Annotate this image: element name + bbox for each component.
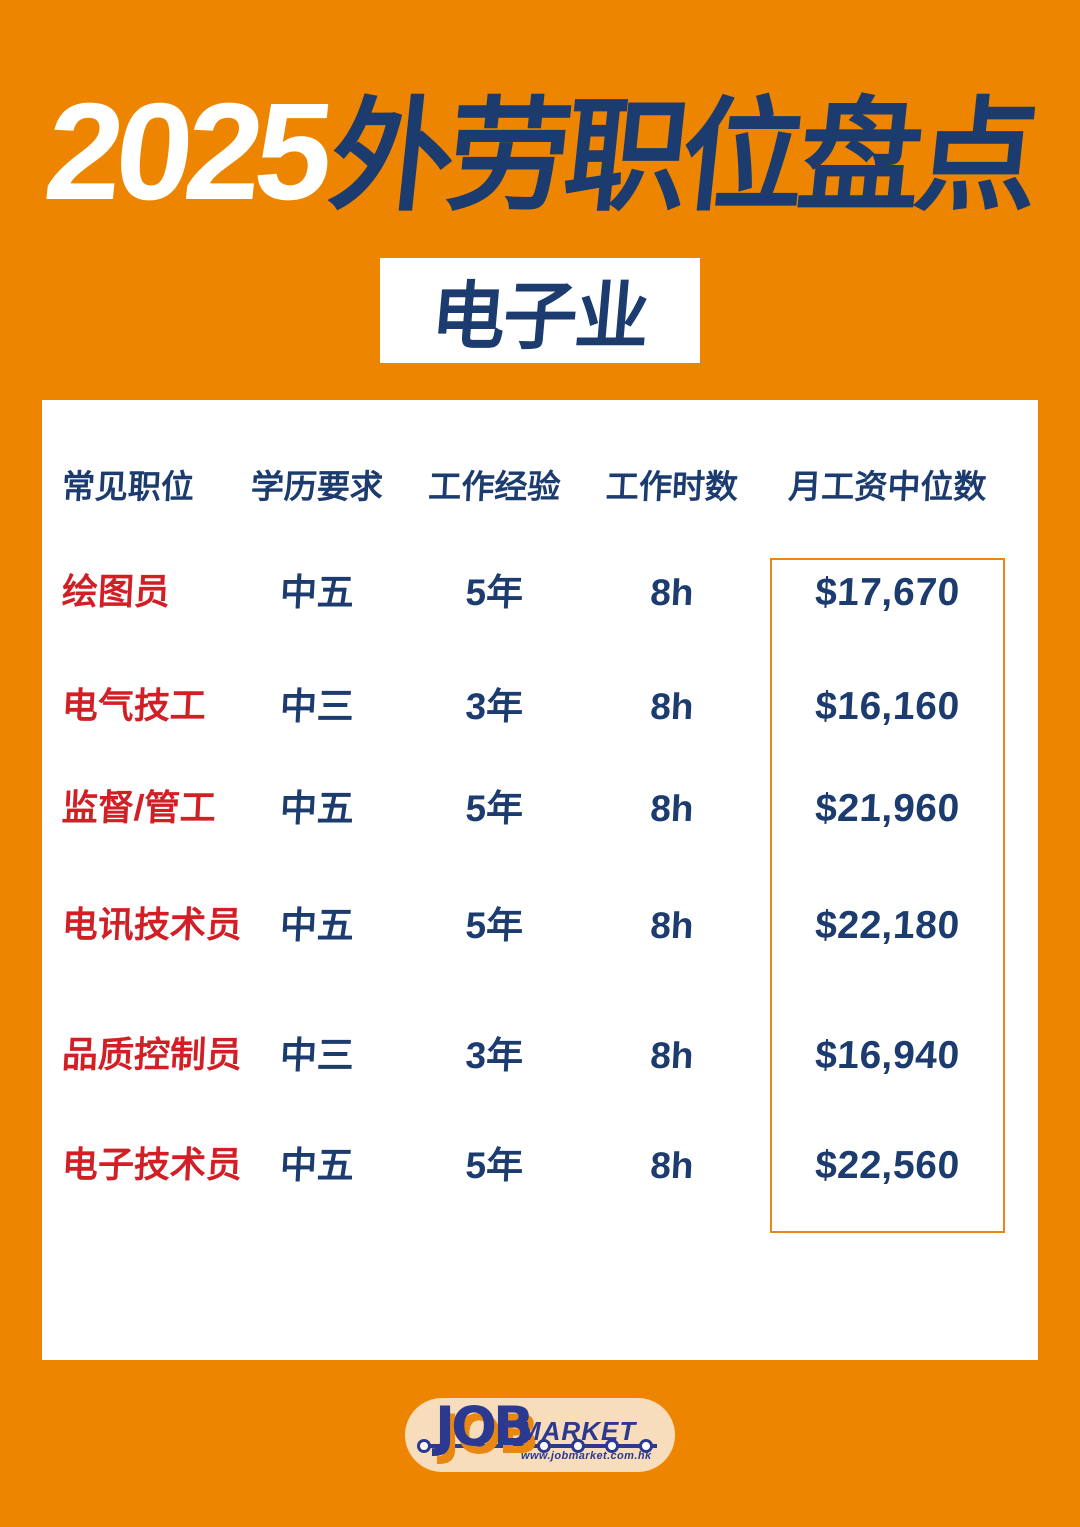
jobmarket-logo: JOB JOB MARKET www.jobmarket.com.hk (405, 1398, 675, 1472)
cell-position: 电讯技术员 (60, 904, 244, 945)
salary-column-outline (770, 558, 1005, 1233)
cell-salary: $21,960 (814, 786, 961, 830)
cell-salary: $22,180 (814, 903, 961, 947)
cell-position: 品质控制员 (60, 1034, 244, 1075)
table-row: 电气技工 中三 3年 8h $16,160 (41, 682, 1040, 730)
cell-experience: 5年 (464, 904, 525, 946)
circuit-dot-icon (571, 1439, 585, 1453)
cell-position: 绘图员 (60, 571, 172, 612)
logo-url-text: www.jobmarket.com.hk (521, 1450, 652, 1462)
cell-education: 中五 (278, 571, 356, 613)
cell-education: 中五 (278, 1144, 356, 1186)
header-education: 学历要求 (250, 467, 384, 505)
logo-job-text: JOB (435, 1395, 534, 1458)
logo-job-shadow: JOB (440, 1403, 539, 1466)
cell-education: 中三 (278, 1034, 356, 1076)
cell-hours: 8h (649, 571, 695, 613)
table-row: 电讯技术员 中五 5年 8h $22,180 (41, 901, 1040, 949)
industry-badge: 电子业 (380, 258, 700, 363)
circuit-dot-icon (605, 1439, 619, 1453)
cell-position: 电子技术员 (60, 1144, 244, 1185)
table-row: 品质控制员 中三 3年 8h $16,940 (41, 1031, 1040, 1079)
header-experience: 工作经验 (427, 467, 562, 505)
cell-salary: $16,160 (814, 684, 961, 728)
cell-experience: 5年 (464, 571, 525, 613)
cell-experience: 3年 (464, 685, 525, 727)
cell-salary: $16,940 (814, 1033, 961, 1077)
cell-education: 中五 (278, 787, 356, 829)
cell-experience: 5年 (464, 1144, 525, 1186)
industry-badge-label: 电子业 (427, 275, 652, 358)
header-hours: 工作时数 (605, 467, 739, 505)
title-year: 2025 (38, 75, 334, 229)
cell-salary: $17,670 (814, 570, 961, 614)
table-row: 电子技术员 中五 5年 8h $22,560 (41, 1141, 1040, 1189)
circuit-dot-icon (537, 1439, 551, 1453)
logo-job-wordmark: JOB JOB (435, 1400, 539, 1470)
cell-hours: 8h (649, 787, 695, 829)
table-card: 常见职位 学历要求 工作经验 工作时数 月工资中位数 绘图员 中五 5年 8h … (42, 400, 1038, 1360)
cell-hours: 8h (649, 904, 695, 946)
cell-experience: 3年 (464, 1034, 525, 1076)
cell-hours: 8h (649, 685, 695, 727)
cell-hours: 8h (649, 1144, 695, 1186)
header-position: 常见职位 (61, 467, 195, 505)
cell-hours: 8h (649, 1034, 695, 1076)
page-title: 2025 外劳职位盘点 (0, 75, 1080, 229)
table-row: 绘图员 中五 5年 8h $17,670 (41, 568, 1040, 616)
cell-salary: $22,560 (814, 1143, 961, 1187)
cell-experience: 5年 (464, 787, 525, 829)
title-text: 外劳职位盘点 (323, 89, 1041, 226)
table-row: 监督/管工 中五 5年 8h $21,960 (41, 784, 1040, 832)
cell-position: 监督/管工 (60, 787, 218, 828)
circuit-dot-icon (639, 1439, 653, 1453)
cell-education: 中三 (278, 685, 356, 727)
circuit-dot-icon (417, 1439, 431, 1453)
cell-education: 中五 (278, 904, 356, 946)
table-header-row: 常见职位 学历要求 工作经验 工作时数 月工资中位数 (41, 462, 1040, 510)
cell-position: 电气技工 (60, 685, 208, 726)
header-salary: 月工资中位数 (787, 467, 988, 505)
